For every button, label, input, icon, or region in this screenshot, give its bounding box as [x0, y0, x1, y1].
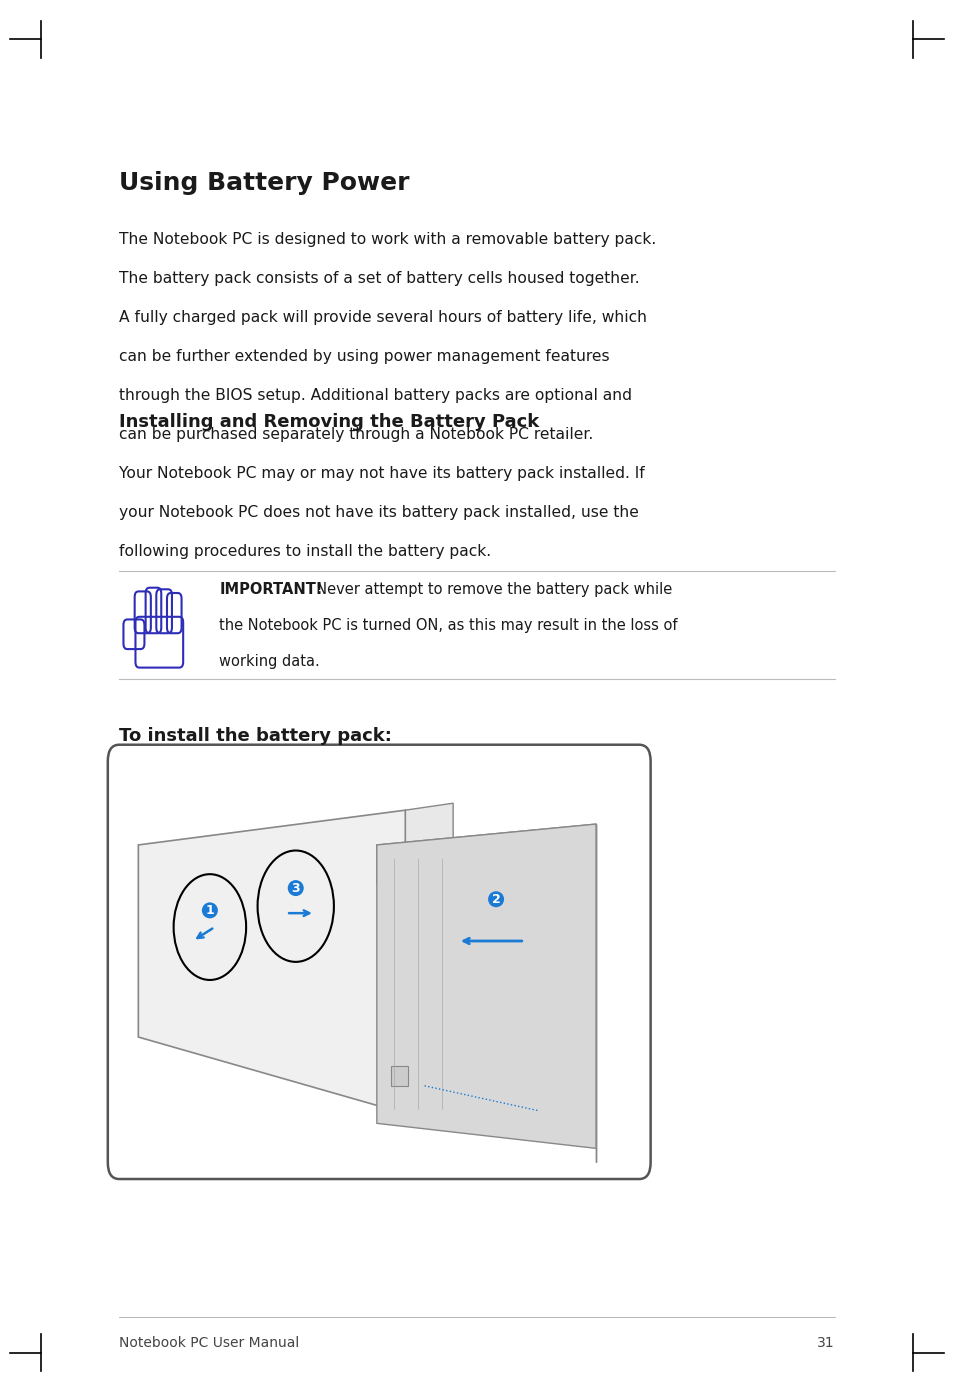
Text: can be purchased separately through a Notebook PC retailer.: can be purchased separately through a No… [119, 427, 593, 443]
FancyBboxPatch shape [108, 745, 650, 1179]
Text: Using Battery Power: Using Battery Power [119, 171, 410, 195]
Polygon shape [376, 824, 596, 884]
Text: can be further extended by using power management features: can be further extended by using power m… [119, 349, 609, 365]
Text: the Notebook PC is turned ON, as this may result in the loss of: the Notebook PC is turned ON, as this ma… [219, 618, 678, 633]
Polygon shape [376, 824, 596, 1148]
Text: through the BIOS setup. Additional battery packs are optional and: through the BIOS setup. Additional batte… [119, 388, 632, 404]
Polygon shape [405, 803, 453, 1121]
Text: working data.: working data. [219, 654, 320, 670]
Text: IMPORTANT!: IMPORTANT! [219, 582, 322, 597]
Text: Your Notebook PC may or may not have its battery pack installed. If: Your Notebook PC may or may not have its… [119, 466, 644, 482]
Bar [391, 1066, 408, 1086]
Text: your Notebook PC does not have its battery pack installed, use the: your Notebook PC does not have its batte… [119, 505, 639, 521]
Text: 3: 3 [291, 881, 300, 895]
Text: A fully charged pack will provide several hours of battery life, which: A fully charged pack will provide severa… [119, 310, 646, 326]
Text: The Notebook PC is designed to work with a removable battery pack.: The Notebook PC is designed to work with… [119, 232, 656, 248]
Text: 2: 2 [491, 892, 500, 906]
Text: Never attempt to remove the battery pack while: Never attempt to remove the battery pack… [307, 582, 672, 597]
Text: following procedures to install the battery pack.: following procedures to install the batt… [119, 544, 491, 560]
Text: 31: 31 [817, 1336, 834, 1350]
Text: To install the battery pack:: To install the battery pack: [119, 727, 392, 745]
Polygon shape [138, 810, 405, 1114]
Text: Notebook PC User Manual: Notebook PC User Manual [119, 1336, 299, 1350]
Text: Installing and Removing the Battery Pack: Installing and Removing the Battery Pack [119, 413, 539, 432]
Text: The battery pack consists of a set of battery cells housed together.: The battery pack consists of a set of ba… [119, 271, 639, 287]
Text: 1: 1 [205, 903, 214, 917]
